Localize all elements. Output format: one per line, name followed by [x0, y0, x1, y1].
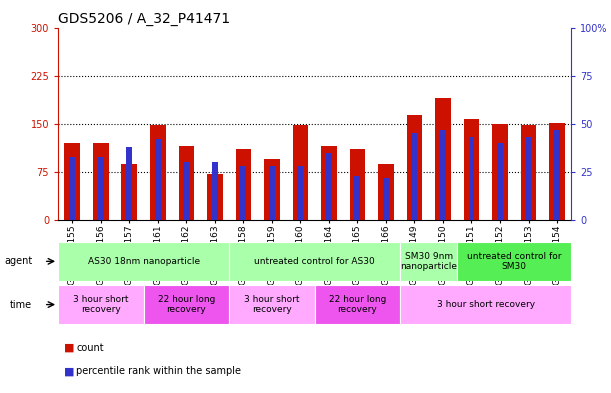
Bar	[549, 123, 565, 220]
Bar	[400, 285, 571, 324]
Bar	[207, 174, 223, 220]
Bar	[212, 162, 218, 220]
Bar	[144, 285, 229, 324]
Bar	[236, 149, 251, 220]
Bar	[464, 119, 480, 220]
Bar	[264, 159, 280, 220]
Bar	[58, 242, 229, 281]
Bar	[240, 166, 246, 220]
Bar	[183, 162, 189, 220]
Bar	[521, 125, 536, 220]
Text: 22 hour long
recovery: 22 hour long recovery	[158, 295, 215, 314]
Bar	[321, 146, 337, 220]
Text: 3 hour short
recovery: 3 hour short recovery	[73, 295, 128, 314]
Bar	[298, 166, 304, 220]
Text: 22 hour long
recovery: 22 hour long recovery	[329, 295, 386, 314]
Bar	[69, 156, 75, 220]
Bar	[269, 166, 275, 220]
Bar	[492, 124, 508, 220]
Bar	[93, 143, 109, 220]
Bar	[349, 149, 365, 220]
Bar	[150, 125, 166, 220]
Bar	[98, 156, 104, 220]
Bar	[126, 147, 133, 220]
Bar	[354, 176, 360, 220]
Bar	[525, 137, 532, 220]
Text: agent: agent	[4, 256, 32, 266]
Bar	[407, 116, 422, 220]
Bar	[457, 242, 571, 281]
Bar	[440, 130, 446, 220]
Bar	[65, 143, 80, 220]
Text: ■: ■	[64, 343, 75, 353]
Text: 3 hour short
recovery: 3 hour short recovery	[244, 295, 299, 314]
Bar	[554, 130, 560, 220]
Bar	[58, 285, 144, 324]
Bar	[293, 125, 309, 220]
Bar	[155, 139, 161, 220]
Text: AS30 18nm nanoparticle: AS30 18nm nanoparticle	[87, 257, 200, 266]
Bar	[400, 242, 457, 281]
Text: untreated control for
SM30: untreated control for SM30	[467, 252, 562, 271]
Bar	[497, 143, 503, 220]
Text: SM30 9nm
nanoparticle: SM30 9nm nanoparticle	[400, 252, 457, 271]
Text: GDS5206 / A_32_P41471: GDS5206 / A_32_P41471	[58, 13, 230, 26]
Bar	[229, 285, 315, 324]
Text: percentile rank within the sample: percentile rank within the sample	[76, 366, 241, 376]
Bar	[469, 137, 475, 220]
Bar	[326, 152, 332, 220]
Bar	[178, 146, 194, 220]
Text: count: count	[76, 343, 104, 353]
Bar	[378, 163, 394, 220]
Text: untreated control for AS30: untreated control for AS30	[254, 257, 375, 266]
Text: 3 hour short recovery: 3 hour short recovery	[437, 300, 535, 309]
Bar	[411, 133, 417, 220]
Bar	[315, 285, 400, 324]
Bar	[383, 178, 389, 220]
Bar	[122, 163, 137, 220]
Text: time: time	[10, 299, 32, 310]
Text: ■: ■	[64, 366, 75, 376]
Bar	[435, 98, 451, 220]
Bar	[229, 242, 400, 281]
